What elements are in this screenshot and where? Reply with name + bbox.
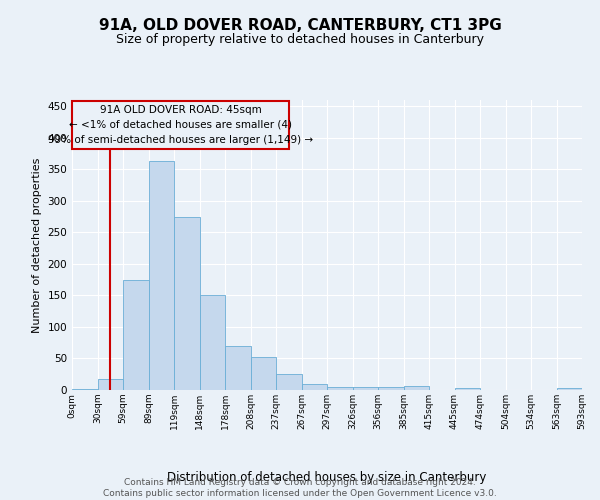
Bar xyxy=(72,388,97,390)
Bar xyxy=(123,280,149,390)
Bar xyxy=(251,356,276,390)
Text: 91A, OLD DOVER ROAD, CANTERBURY, CT1 3PG: 91A, OLD DOVER ROAD, CANTERBURY, CT1 3PG xyxy=(98,18,502,32)
Bar xyxy=(378,388,404,390)
Bar xyxy=(199,296,225,390)
Text: Contains HM Land Registry data © Crown copyright and database right 2024.
Contai: Contains HM Land Registry data © Crown c… xyxy=(103,478,497,498)
Text: Size of property relative to detached houses in Canterbury: Size of property relative to detached ho… xyxy=(116,32,484,46)
Bar xyxy=(174,216,199,390)
Bar xyxy=(557,388,582,390)
Bar xyxy=(97,378,123,390)
Bar xyxy=(276,374,302,390)
Bar xyxy=(302,384,327,390)
Text: 91A OLD DOVER ROAD: 45sqm
← <1% of detached houses are smaller (4)
99% of semi-d: 91A OLD DOVER ROAD: 45sqm ← <1% of detac… xyxy=(48,105,313,144)
Bar xyxy=(149,161,174,390)
FancyBboxPatch shape xyxy=(72,102,289,148)
Bar xyxy=(225,346,251,390)
Y-axis label: Number of detached properties: Number of detached properties xyxy=(32,158,42,332)
X-axis label: Distribution of detached houses by size in Canterbury: Distribution of detached houses by size … xyxy=(167,471,487,484)
Bar xyxy=(404,386,429,390)
Bar xyxy=(327,387,353,390)
Bar xyxy=(455,388,480,390)
Bar xyxy=(353,388,378,390)
